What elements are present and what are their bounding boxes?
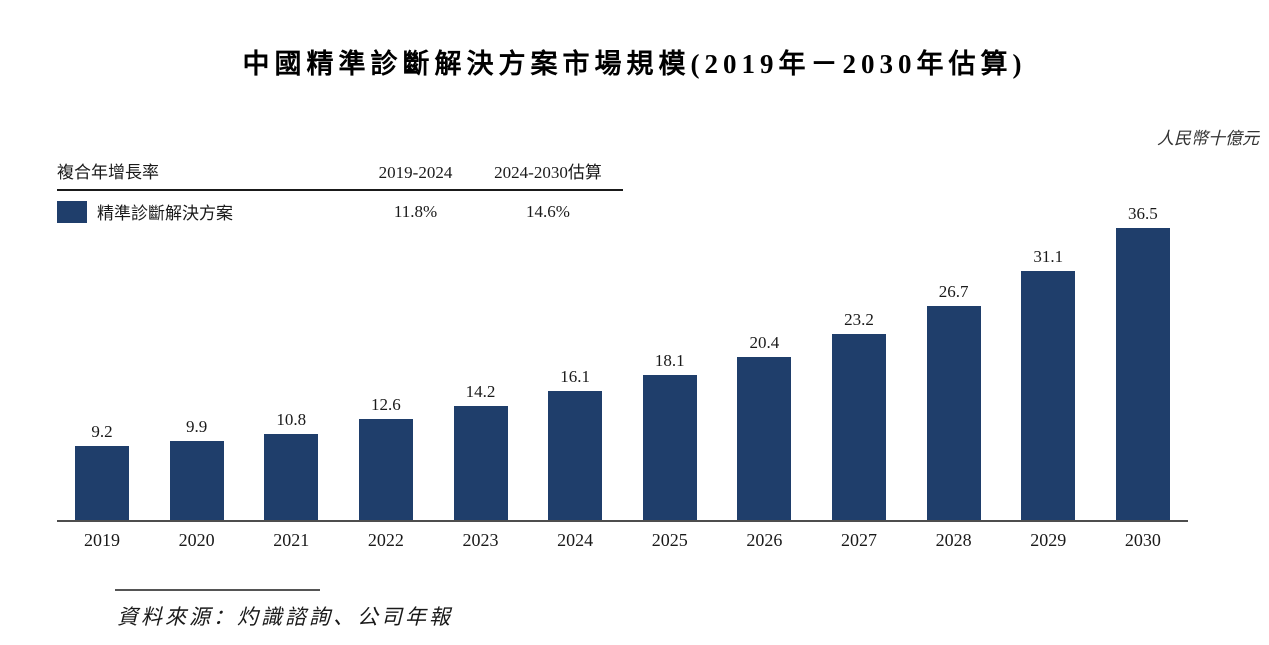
bar-value-label: 26.7 bbox=[938, 282, 969, 301]
bar-value-label: 9.9 bbox=[186, 417, 208, 436]
x-axis-label: 2023 bbox=[462, 530, 499, 550]
legend-series: 精準診斷解決方案 bbox=[57, 199, 358, 224]
x-axis-label: 2027 bbox=[841, 530, 877, 550]
bar bbox=[1115, 228, 1170, 520]
x-axis-label: 2020 bbox=[178, 530, 215, 550]
unit-label: 人民幣十億元 bbox=[1157, 129, 1259, 148]
bar-value-label: 16.1 bbox=[560, 367, 590, 386]
bar-value-label: 20.4 bbox=[749, 333, 780, 352]
bar-value-label: 23.2 bbox=[844, 310, 874, 329]
bar bbox=[642, 375, 697, 520]
legend-series-label: 精準診斷解決方案 bbox=[97, 204, 233, 223]
cagr-period-1: 2019-2024 bbox=[378, 163, 453, 182]
x-axis-label: 2022 bbox=[367, 530, 404, 550]
x-axis-label: 2029 bbox=[1030, 530, 1067, 550]
bar-group: 18.1 bbox=[642, 351, 697, 520]
bar-group: 16.1 bbox=[548, 367, 603, 520]
bar bbox=[358, 419, 413, 520]
cagr-table-header-row: 複合年增長率 2019-2024 2024-2030估算 bbox=[57, 158, 623, 191]
bar-group: 31.1 bbox=[1021, 247, 1076, 520]
bar-group: 9.2 bbox=[75, 422, 129, 520]
bar-group: 20.4 bbox=[737, 333, 792, 520]
x-axis-labels: 2019 2020 2021 2022 2023 2024 2025 2026 2027 2028… bbox=[57, 530, 1188, 551]
bar-group: 36.5 bbox=[1115, 204, 1170, 520]
source-divider bbox=[115, 589, 320, 591]
cagr-table-data-row: 精準診斷解決方案 11.8% 14.6% bbox=[57, 191, 623, 224]
cagr-period-2: 2024-2030估算 bbox=[494, 163, 602, 182]
bar-value-label: 10.8 bbox=[276, 410, 307, 429]
cagr-value-2: 14.6% bbox=[526, 201, 570, 221]
bar bbox=[926, 306, 981, 520]
bar bbox=[169, 441, 224, 520]
x-axis-label: 2019 bbox=[84, 530, 120, 550]
chart-title: 中國精準診斷解決方案市場規模(2019年－2030年估算) bbox=[242, 49, 1027, 79]
bar bbox=[548, 391, 603, 520]
x-axis-label: 2021 bbox=[273, 530, 310, 550]
bar-group: 26.7 bbox=[926, 282, 981, 520]
bar-value-label: 14.2 bbox=[465, 382, 496, 401]
bar-group: 23.2 bbox=[832, 310, 886, 520]
bar-group: 12.6 bbox=[358, 395, 413, 520]
bar-value-label: 31.1 bbox=[1033, 247, 1064, 266]
bar-group: 14.2 bbox=[453, 382, 508, 520]
bar-group: 9.9 bbox=[169, 417, 224, 520]
bar-group: 10.8 bbox=[264, 410, 319, 520]
cagr-header-label: 複合年增長率 bbox=[57, 163, 159, 182]
bar-value-label: 9.2 bbox=[91, 422, 113, 441]
bar bbox=[832, 334, 886, 520]
bars-row: 9.2 9.9 10.8 12.6 14.2 16.1 18.1 20.4 23.2 26.7 31… bbox=[57, 204, 1188, 522]
source-text: 資料來源：灼識諮詢、公司年報 bbox=[117, 605, 453, 629]
legend-swatch-icon bbox=[57, 200, 87, 223]
bar-value-label: 18.1 bbox=[654, 351, 685, 370]
bar bbox=[737, 357, 792, 520]
cagr-legend-table: 複合年增長率 2019-2024 2024-2030估算 精準診斷解決方案 11… bbox=[57, 158, 623, 224]
bar-value-label: 12.6 bbox=[371, 395, 401, 414]
x-axis-label: 2030 bbox=[1124, 530, 1161, 550]
x-axis-label: 2026 bbox=[746, 530, 783, 550]
bar bbox=[264, 434, 319, 520]
bar bbox=[1021, 271, 1076, 520]
bar-value-label: 36.5 bbox=[1128, 204, 1158, 223]
cagr-value-1: 11.8% bbox=[393, 201, 438, 221]
x-axis-label: 2024 bbox=[557, 530, 594, 550]
bar bbox=[75, 446, 129, 520]
bar bbox=[453, 406, 508, 520]
x-axis-label: 2025 bbox=[651, 530, 688, 550]
x-axis-label: 2028 bbox=[935, 530, 972, 550]
